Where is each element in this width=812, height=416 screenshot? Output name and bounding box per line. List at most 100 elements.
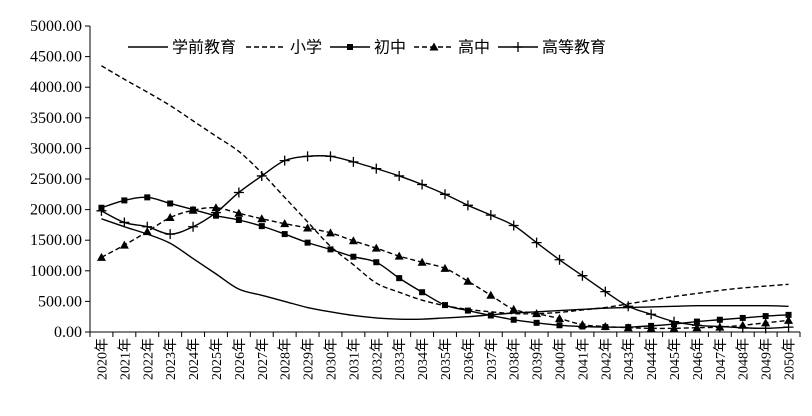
y-tick-label: 4000.00	[30, 79, 82, 96]
data-point-triangle	[509, 304, 519, 313]
data-point-square	[258, 223, 265, 230]
data-point-plus	[669, 316, 680, 327]
data-point-plus	[714, 321, 725, 332]
series-5	[96, 151, 794, 334]
data-point-plus	[142, 221, 153, 232]
data-point-plus	[691, 320, 702, 331]
x-tick-label: 2022年	[140, 338, 156, 380]
data-point-plus	[760, 323, 771, 334]
data-point-plus	[508, 220, 519, 231]
y-tick-label: 500.00	[38, 293, 82, 310]
x-tick-label: 2036年	[461, 338, 477, 380]
data-point-square	[533, 319, 540, 326]
x-tick-label: 2035年	[438, 338, 454, 380]
data-point-triangle	[234, 208, 244, 217]
data-point-triangle	[646, 323, 656, 332]
legend-item: 高等教育	[498, 39, 606, 57]
x-tick-label: 2033年	[392, 338, 408, 380]
series-1	[101, 218, 789, 321]
x-tick-label: 2032年	[369, 338, 385, 380]
data-point-triangle	[463, 276, 473, 285]
data-point-triangle	[257, 214, 267, 223]
x-tick-label: 2047年	[713, 338, 729, 380]
data-point-square	[281, 231, 288, 238]
data-point-plus	[325, 151, 336, 162]
legend-item: 学前教育	[128, 39, 236, 57]
series-4	[96, 203, 794, 332]
data-point-plus	[600, 286, 611, 297]
y-tick-label: 3000.00	[30, 140, 82, 157]
data-point-plus	[531, 237, 542, 248]
x-tick-label: 2023年	[163, 338, 179, 380]
data-point-triangle	[429, 42, 439, 51]
data-point-square	[144, 194, 151, 201]
data-point-plus	[348, 156, 359, 167]
x-tick-label: 2026年	[232, 338, 248, 380]
x-tick-label: 2029年	[301, 338, 317, 380]
x-tick-label: 2034年	[415, 338, 431, 380]
data-point-square	[762, 313, 769, 320]
x-tick-label: 2027年	[255, 338, 271, 380]
data-point-plus	[646, 309, 657, 320]
y-tick-label: 5000.00	[30, 18, 82, 35]
data-point-triangle	[371, 243, 381, 252]
x-tick-label: 2020年	[94, 338, 110, 380]
data-point-triangle	[761, 318, 771, 327]
data-point-plus	[394, 170, 405, 181]
data-point-plus	[783, 322, 794, 333]
data-point-triangle	[119, 240, 129, 249]
data-point-triangle	[600, 321, 610, 330]
data-point-triangle	[784, 315, 794, 324]
x-tick-label: 2021年	[117, 338, 133, 380]
y-tick-label: 3500.00	[30, 110, 82, 127]
data-point-square	[739, 314, 746, 321]
data-point-triangle	[303, 223, 313, 232]
x-tick-label: 2045年	[667, 338, 683, 380]
legend-label: 高等教育	[542, 39, 606, 57]
data-point-triangle	[623, 323, 633, 332]
data-point-triangle	[188, 205, 198, 214]
data-point-plus	[417, 179, 428, 190]
x-tick-label: 2049年	[759, 338, 775, 380]
y-tick-label: 4500.00	[30, 49, 82, 66]
data-point-triangle	[669, 323, 679, 332]
data-point-square	[121, 197, 128, 204]
data-point-triangle	[440, 263, 450, 272]
data-point-plus	[737, 322, 748, 333]
data-point-square	[464, 307, 471, 314]
legend-label: 初中	[374, 39, 406, 57]
data-point-square	[235, 217, 242, 224]
x-tick-label: 2044年	[644, 338, 660, 380]
data-point-square	[396, 275, 403, 282]
x-tick-label: 2041年	[575, 338, 591, 380]
x-tick-label: 2037年	[484, 338, 500, 380]
data-point-square	[716, 316, 723, 323]
legend-label: 小学	[290, 39, 322, 57]
data-point-plus	[210, 207, 221, 218]
data-point-square	[419, 289, 426, 296]
data-point-plus	[440, 189, 450, 200]
data-point-triangle	[165, 213, 175, 222]
x-tick-label: 2030年	[323, 338, 339, 380]
data-point-square	[510, 316, 517, 323]
data-point-square	[442, 302, 448, 309]
y-axis: 0.00 500.00 1000.00 1500.00 2000.00 2500.00 30…	[30, 18, 91, 341]
y-tick-label: 1500.00	[30, 232, 82, 249]
x-tick-label: 2039年	[530, 338, 546, 380]
data-point-square	[327, 246, 334, 253]
y-tick-label: 2000.00	[30, 202, 82, 219]
x-tick-label: 2040年	[553, 338, 569, 380]
legend-item: 初中	[330, 39, 406, 57]
data-point-triangle	[280, 219, 290, 228]
x-axis: 2020年 2021年 2022年 2023年 2024年 2025年 2026年 2027年…	[89, 331, 801, 380]
data-point-square	[350, 253, 357, 260]
data-point-plus	[302, 151, 313, 162]
y-tick-label: 0.00	[54, 324, 82, 341]
x-tick-label: 2031年	[346, 338, 362, 380]
x-tick-label: 2048年	[736, 338, 752, 380]
x-tick-label: 2038年	[507, 338, 523, 380]
data-point-square	[785, 311, 792, 318]
data-point-plus	[256, 170, 267, 181]
